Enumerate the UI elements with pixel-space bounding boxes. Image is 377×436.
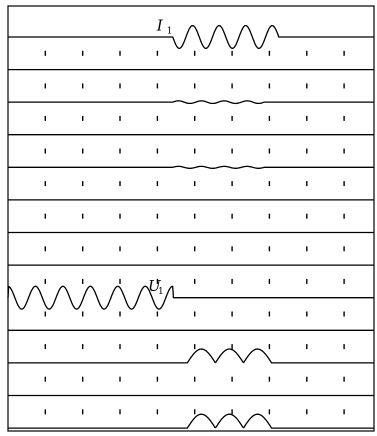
series-label-subscript: 1 [167,26,173,36]
trace-3 [8,100,374,105]
trace-9 [7,285,374,310]
trace-5 [8,165,374,169]
trace-group [7,24,374,429]
trace-13 [8,413,374,429]
series-label-subscript: 1 [158,287,164,297]
trace-11 [8,348,374,364]
chart-frame [7,5,375,432]
series-label-U1: U [148,277,162,295]
label-group: I 1U1 [148,16,172,297]
trace-1 [8,24,374,50]
tick-group [44,50,345,415]
series-label-I1: I [156,16,164,34]
